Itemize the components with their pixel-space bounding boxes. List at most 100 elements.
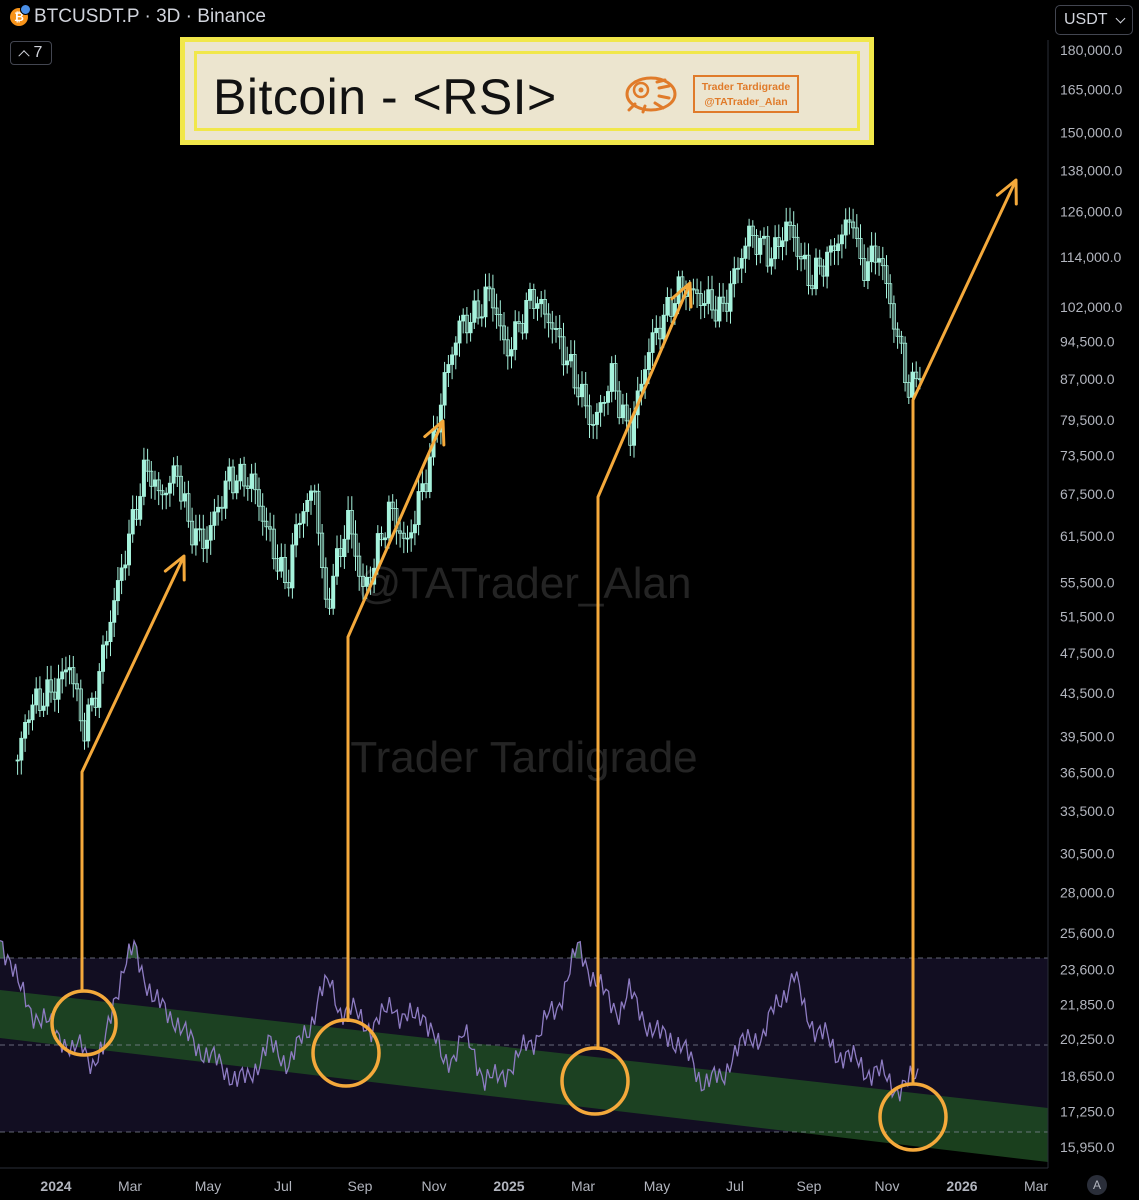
time-tick-label: Nov [422, 1178, 447, 1194]
rsi-low-circle-3 [560, 1046, 630, 1116]
candle-body [501, 325, 506, 341]
candle-body [799, 255, 804, 260]
candle-body [661, 314, 666, 340]
candle-body [891, 303, 896, 330]
candle-body [814, 257, 819, 290]
candle-body [721, 296, 726, 304]
candle-body [516, 321, 521, 324]
candle-body [650, 332, 655, 353]
price-tick-label: 67,500.0 [1060, 486, 1115, 502]
candle-body [587, 405, 592, 425]
title-banner: Bitcoin - <RSI> Trader Tardigrade @TATra… [180, 37, 874, 145]
rsi-support-channel [0, 990, 1048, 1162]
candle-body [576, 387, 581, 398]
price-tick-label: 36,500.0 [1060, 764, 1115, 780]
candle-body [379, 533, 384, 541]
currency-dropdown[interactable]: USDT [1055, 5, 1133, 35]
annotation-arrow-4 [911, 179, 1018, 1083]
candle-body [580, 383, 585, 398]
candle-body [193, 528, 198, 546]
candle-body [479, 316, 484, 319]
price-tick-label: 61,500.0 [1060, 528, 1115, 544]
price-tick-label: 43,500.0 [1060, 685, 1115, 701]
candle-body [858, 237, 863, 259]
candle-body [256, 489, 261, 507]
candle-body [464, 314, 469, 334]
brand-line-2: @TATrader_Alan [704, 96, 788, 108]
candle-body [546, 313, 551, 324]
candle-body [60, 671, 65, 680]
rsi-line [0, 938, 919, 1102]
candle-body [899, 335, 904, 344]
candle-body [316, 490, 321, 534]
candle-body [810, 285, 815, 290]
candle-body [101, 644, 106, 672]
candle-body [531, 288, 536, 309]
candle-body [609, 363, 614, 392]
candle-body [245, 485, 250, 489]
candle-body [539, 298, 544, 305]
price-tick-label: 20,250.0 [1060, 1031, 1115, 1047]
price-tick-label: 23,600.0 [1060, 962, 1115, 978]
candle-body [383, 537, 388, 541]
candle-body [26, 719, 31, 723]
bitcoin-icon: ₿ [10, 4, 31, 26]
candle-body [63, 669, 68, 673]
candle-body [773, 237, 778, 260]
candle-body [739, 257, 744, 269]
time-tick-label: 2026 [946, 1178, 977, 1194]
auto-scale-button[interactable]: A [1087, 1175, 1107, 1195]
candle-body [869, 245, 874, 263]
candle-body [127, 533, 132, 566]
brand-badge: Trader Tardigrade @TATrader_Alan [693, 75, 799, 113]
rsi-low-circle-2 [311, 1018, 381, 1088]
candle-body [873, 245, 878, 263]
title-banner-inner-frame [194, 51, 860, 131]
candle-body [862, 258, 867, 281]
candle-body [524, 299, 529, 334]
candle-body [34, 688, 39, 706]
candle-body [145, 459, 150, 472]
annotation-arrowhead [995, 178, 1018, 206]
candle-body [747, 225, 752, 247]
candle-body [509, 349, 514, 357]
candle-body [45, 679, 50, 707]
candle-body [49, 679, 54, 693]
watermark-handle: @TATrader_Alan [357, 559, 692, 608]
candle-body [234, 480, 239, 494]
candle-body [223, 480, 228, 509]
candle-body [346, 509, 351, 540]
candle-body [268, 526, 273, 530]
candle-body [171, 465, 176, 484]
candle-body [754, 235, 759, 255]
candle-body [854, 227, 859, 239]
candle-body [364, 576, 369, 587]
candle-body [104, 641, 109, 646]
candle-body [832, 245, 837, 251]
candle-body [338, 548, 343, 557]
tardigrade-logo-icon [625, 76, 677, 114]
price-tick-label: 39,500.0 [1060, 729, 1115, 745]
rsi-low-circle-4 [878, 1082, 948, 1152]
candle-body [349, 509, 354, 535]
candle-body [119, 567, 124, 581]
candle-body [769, 258, 774, 267]
price-tick-label: 114,000.0 [1060, 249, 1121, 265]
candle-body [654, 327, 659, 334]
candle-body [594, 411, 599, 425]
candle-body [620, 404, 625, 419]
candle-body [141, 459, 146, 497]
candle-body [695, 289, 700, 294]
symbol-header[interactable]: ₿ BTCUSDT.P · 3D · Binance [10, 4, 266, 28]
rsi-low-circle-1 [50, 989, 118, 1057]
candle-body [888, 283, 893, 305]
indicator-toggle-button[interactable]: 7 [10, 41, 52, 65]
candle-body [360, 575, 365, 587]
chevron-down-icon [1115, 13, 1126, 23]
candle-body [15, 759, 20, 762]
candle-body [130, 509, 135, 535]
candle-body [795, 236, 800, 257]
candle-body [780, 240, 785, 248]
